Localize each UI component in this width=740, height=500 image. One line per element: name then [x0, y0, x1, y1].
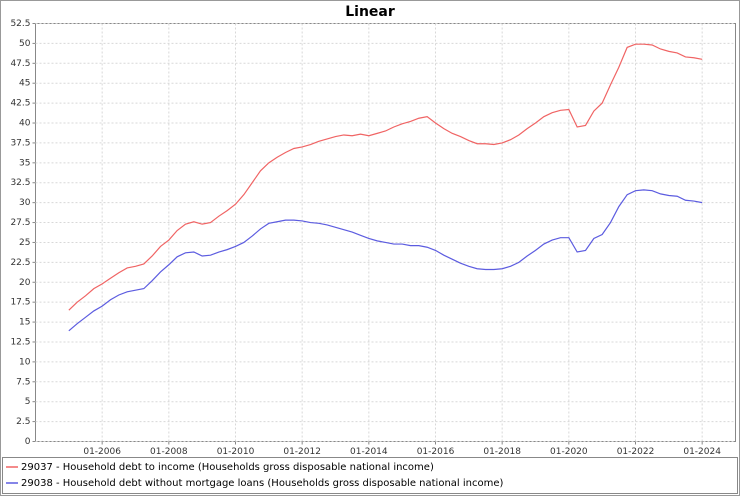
- y-tick-label: 35: [19, 158, 30, 168]
- x-tick-label: 01-2006: [83, 447, 121, 457]
- series-line: [68, 43, 703, 311]
- chart-title: Linear: [345, 4, 395, 20]
- y-tick-label: 52.5: [10, 19, 30, 29]
- y-tick-label: 30: [19, 198, 31, 208]
- y-tick-label: 0: [25, 437, 31, 447]
- series-line: [68, 189, 703, 332]
- y-tick-label: 2.5: [16, 417, 30, 427]
- y-tick-label: 32.5: [10, 178, 30, 188]
- plot-area: [35, 23, 736, 442]
- x-tick-label: 01-2014: [350, 447, 388, 457]
- x-tick-label: 01-2020: [550, 447, 588, 457]
- legend-label: 29037 - Household debt to income (Househ…: [21, 462, 434, 473]
- y-tick-label: 27.5: [10, 218, 30, 228]
- y-tick-label: 42.5: [10, 99, 30, 109]
- legend-label: 29038 - Household debt without mortgage …: [21, 478, 503, 489]
- y-tick-label: 37.5: [10, 138, 30, 148]
- y-tick-label: 17.5: [10, 298, 30, 308]
- y-tick-label: 22.5: [10, 258, 30, 268]
- y-tick-label: 10: [19, 357, 31, 367]
- y-tick-label: 47.5: [10, 59, 30, 69]
- x-tick-label: 01-2024: [683, 447, 721, 457]
- x-tick-label: 01-2008: [150, 447, 188, 457]
- legend: [2, 457, 738, 494]
- y-tick-label: 15: [19, 318, 30, 328]
- y-tick-label: 50: [19, 39, 31, 49]
- x-tick-label: 01-2018: [483, 447, 521, 457]
- y-tick-label: 45: [19, 79, 30, 89]
- y-tick-label: 40: [19, 119, 31, 129]
- y-tick-label: 7.5: [16, 377, 30, 387]
- x-tick-label: 01-2016: [417, 447, 455, 457]
- y-tick-label: 5: [25, 397, 31, 407]
- x-tick-label: 01-2022: [617, 447, 655, 457]
- x-tick-label: 01-2010: [217, 447, 255, 457]
- y-tick-label: 12.5: [10, 337, 30, 347]
- x-tick-label: 01-2012: [283, 447, 321, 457]
- y-tick-label: 20: [19, 278, 31, 288]
- y-tick-label: 25: [19, 238, 30, 248]
